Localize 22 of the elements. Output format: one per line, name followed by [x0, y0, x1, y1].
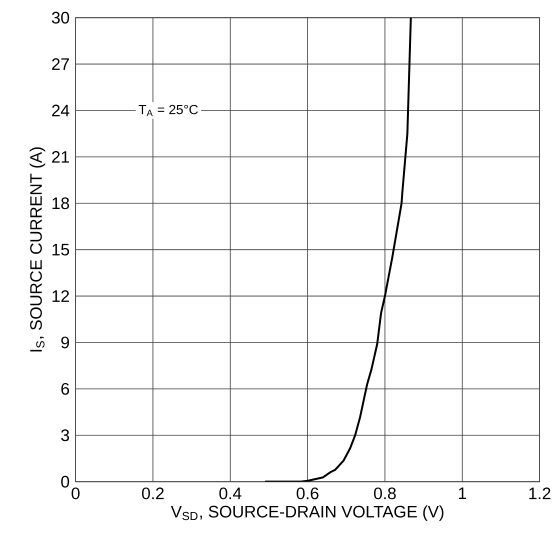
- x-axis-title: V$_{SD}$, SOURCE-DRAIN VOLTAGE (V): [170, 505, 444, 521]
- y-tick-label: 3: [61, 429, 70, 442]
- annotation: T$_{A}$ = 25°C: [138, 104, 198, 116]
- y-tick-label: 21: [52, 151, 69, 163]
- line-series: [264, 18, 412, 482]
- y-tick-label: 27: [52, 58, 69, 70]
- y-tick-label: 9: [61, 336, 70, 348]
- x-tick-label: 0: [72, 488, 80, 500]
- x-tick-label: 0.8: [374, 488, 396, 500]
- x-tick-label: 1.2: [529, 488, 550, 500]
- y-tick-label: 18: [52, 197, 70, 210]
- x-tick-label: 0.2: [142, 488, 164, 500]
- y-axis-title: I$_{S}$, SOURCE CURRENT (A): [30, 147, 46, 352]
- y-tick-label: 15: [52, 244, 70, 256]
- y-tick-label: 24: [52, 104, 70, 116]
- x-tick-label: 0.6: [296, 488, 318, 500]
- y-tick-label: 6: [61, 382, 70, 395]
- y-tick-label: 30: [52, 12, 70, 24]
- y-tick-label: 12: [52, 290, 69, 302]
- x-tick-label: 1: [458, 487, 466, 499]
- y-tick-label: 0: [61, 476, 70, 488]
- x-tick-label: 0.4: [219, 488, 242, 500]
